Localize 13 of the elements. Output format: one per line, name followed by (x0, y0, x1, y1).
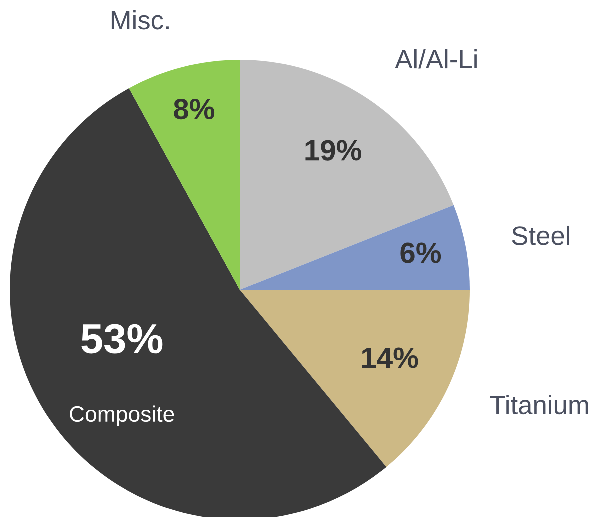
data-label: 19% (306, 140, 362, 161)
slice-label: Steel (512, 226, 570, 246)
pie-slice (240, 290, 470, 468)
slice-label: Composite (70, 406, 174, 427)
data-label: 8% (174, 98, 215, 120)
data-label: 53% (82, 324, 163, 354)
pie-slice (240, 205, 470, 290)
data-label: 14% (362, 348, 418, 368)
data-label: 6% (400, 242, 442, 264)
slice-label: Al/Al-Li (395, 49, 477, 69)
pie-slice (129, 60, 240, 290)
slice-label: Titanium (490, 395, 588, 415)
slice-label: Misc. (112, 10, 169, 30)
